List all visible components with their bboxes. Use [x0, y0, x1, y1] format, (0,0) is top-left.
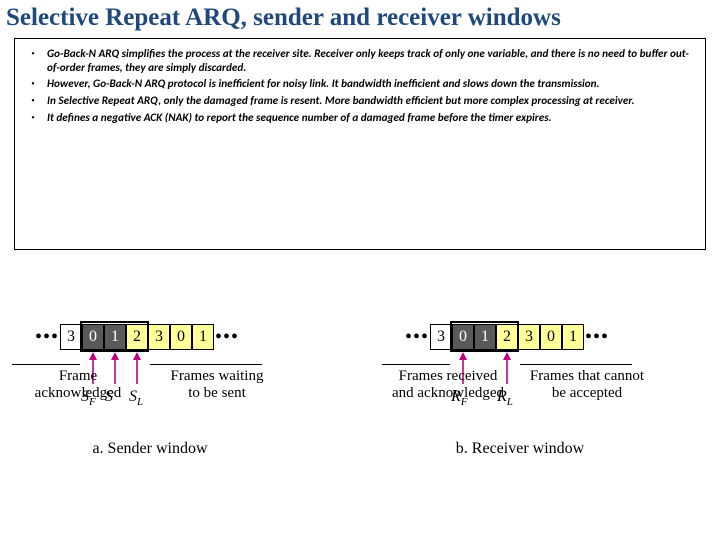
receiver-cell: 3	[430, 324, 452, 350]
receiver-cell: 0	[452, 324, 474, 350]
page-title: Selective Repeat ARQ, sender and receive…	[0, 0, 720, 34]
bullet-marker: •	[19, 111, 47, 126]
receiver-caption: b. Receiver window	[360, 440, 680, 458]
receiver-cell: 0	[540, 324, 562, 350]
receiver-cell: 2	[496, 324, 518, 350]
ellipsis-icon: •••	[34, 326, 60, 349]
bullet-item: • Go-Back-N ARQ simplifies the process a…	[19, 47, 697, 75]
sender-cell: 2	[126, 324, 148, 350]
bullet-text: Go-Back-N ARQ simplifies the process at …	[47, 47, 697, 75]
sender-pointer-label: S	[105, 388, 113, 406]
bullet-text: In Selective Repeat ARQ, only the damage…	[47, 94, 697, 108]
bullet-item: • In Selective Repeat ARQ, only the dama…	[19, 94, 697, 109]
receiver-cell: 1	[562, 324, 584, 350]
receiver-cell: 1	[474, 324, 496, 350]
bullet-marker: •	[19, 47, 47, 62]
bullet-item: • It defines a negative ACK (NAK) to rep…	[19, 111, 697, 126]
sender-label-right: Frames waitingto be sent	[132, 368, 302, 402]
divider	[150, 364, 262, 365]
ellipsis-icon: •••	[214, 326, 240, 349]
sender-cell: 0	[82, 324, 104, 350]
bullet-item: • However, Go-Back-N ARQ protocol is ine…	[19, 77, 697, 92]
sender-pointer-label: SL	[129, 388, 143, 408]
bullet-marker: •	[19, 94, 47, 109]
sender-cell: 3	[60, 324, 82, 350]
window-diagram: •••3012301••• FrameacknowledgedFrames wa…	[0, 300, 720, 500]
receiver-pointer-label: RF	[451, 388, 468, 408]
sender-cell: 1	[104, 324, 126, 350]
receiver-cell-row: •••3012301•••	[404, 324, 610, 350]
receiver-pointer-label: RL	[497, 388, 513, 408]
sender-caption: a. Sender window	[0, 440, 310, 458]
sender-label-left: Frameacknowledged	[8, 368, 148, 402]
sender-cell: 1	[192, 324, 214, 350]
receiver-cell: 3	[518, 324, 540, 350]
bullet-marker: •	[19, 77, 47, 92]
divider	[382, 364, 450, 365]
sender-cell: 3	[148, 324, 170, 350]
sender-cell-row: •••3012301•••	[34, 324, 240, 350]
ellipsis-icon: •••	[404, 326, 430, 349]
sender-cell: 0	[170, 324, 192, 350]
receiver-label-right: Frames that cannotbe accepted	[502, 368, 672, 402]
divider	[520, 364, 632, 365]
bullet-text: It defines a negative ACK (NAK) to repor…	[47, 111, 697, 125]
divider	[12, 364, 80, 365]
bullet-text: However, Go-Back-N ARQ protocol is ineff…	[47, 77, 697, 91]
sender-pointer-label: SF	[81, 388, 96, 408]
bullet-box: • Go-Back-N ARQ simplifies the process a…	[14, 38, 706, 250]
ellipsis-icon: •••	[584, 326, 610, 349]
